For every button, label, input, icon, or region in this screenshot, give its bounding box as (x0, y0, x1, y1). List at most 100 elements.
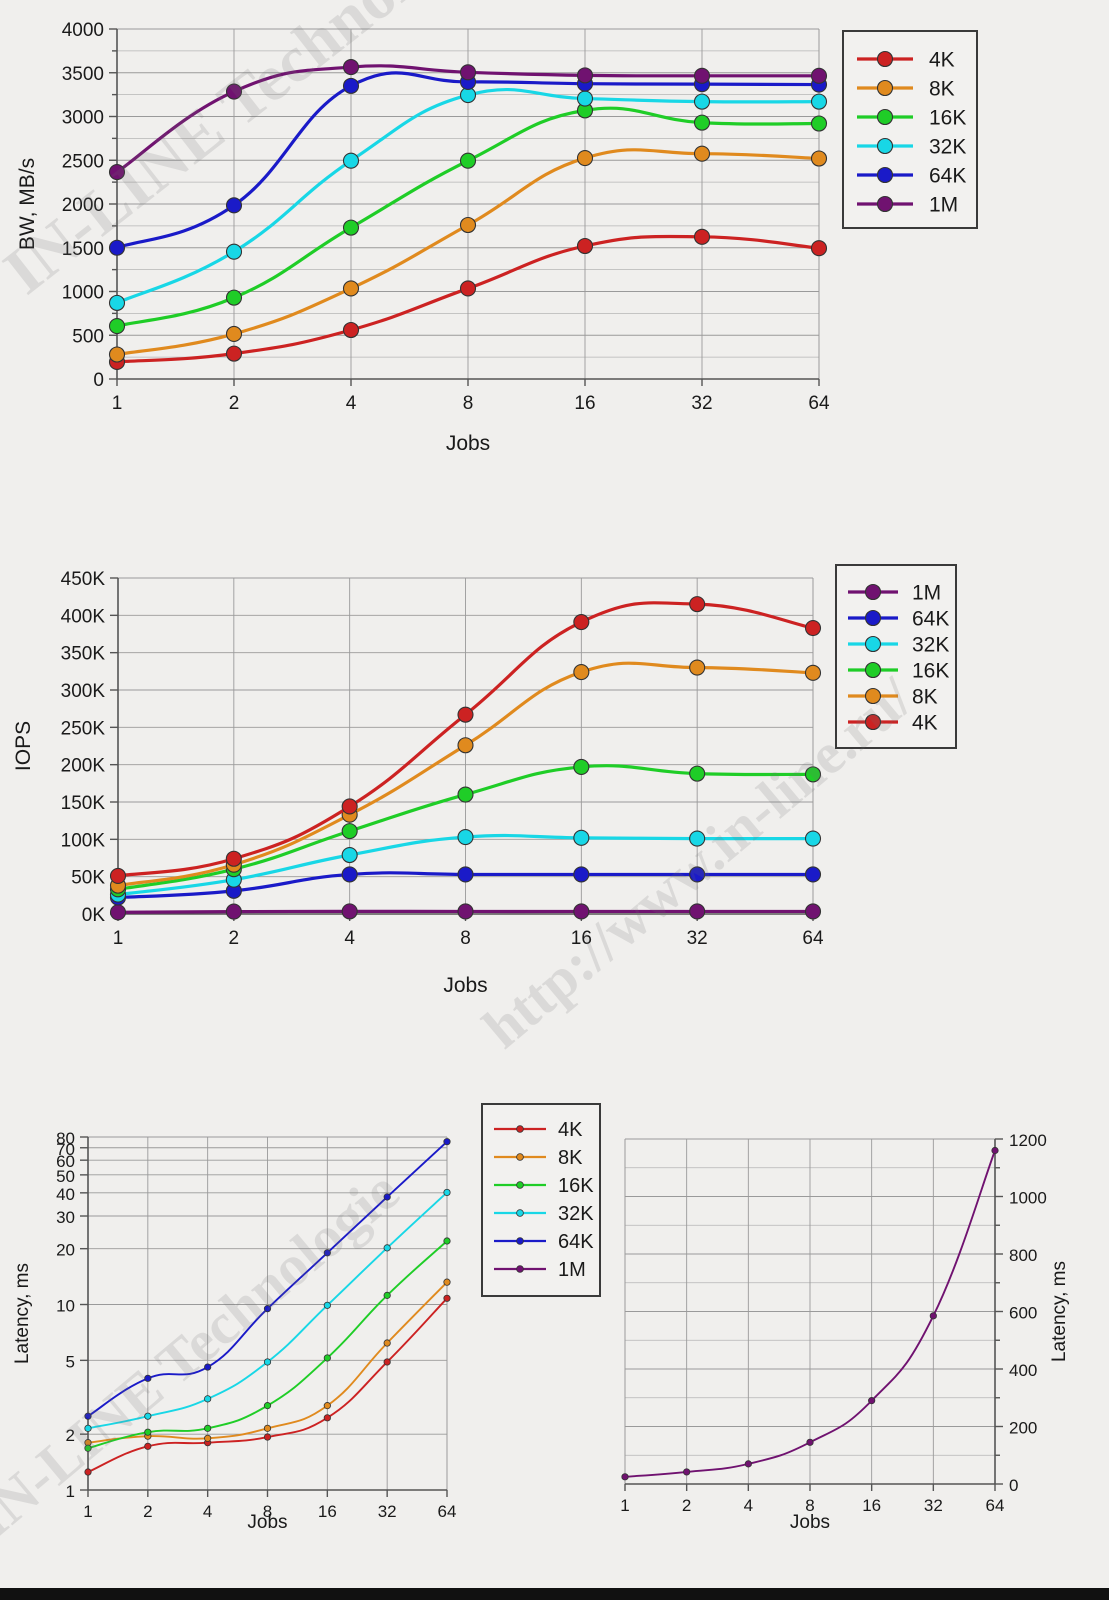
legend-item-1M[interactable]: 1M (857, 194, 958, 217)
legend-item-32K[interactable]: 32K (857, 136, 966, 159)
x-tick-label: 1 (112, 393, 123, 414)
data-point-32K (804, 830, 822, 847)
legend-item-32K[interactable]: 32K (494, 1203, 594, 1225)
legend-marker-64K (516, 1237, 524, 1245)
legend-marker-16K (516, 1181, 524, 1189)
legend-item-8K[interactable]: 8K (857, 78, 955, 101)
x-tick-label: 32 (691, 393, 712, 414)
series-32K (84, 1188, 451, 1432)
data-point-16K (383, 1291, 391, 1299)
legend-marker-4K (864, 713, 882, 731)
series-group (109, 596, 822, 921)
y-axis-title: Latency, ms (12, 1263, 33, 1364)
legend-item-64K[interactable]: 64K (494, 1231, 594, 1253)
legend-item-16K[interactable]: 16K (848, 660, 949, 683)
y-axis-title: Latency, ms (1049, 1261, 1070, 1362)
legend-label-64K: 64K (929, 165, 966, 188)
data-point-1M (457, 903, 474, 920)
series-64K (108, 71, 828, 256)
data-point-4K (225, 345, 243, 362)
data-point-16K (689, 765, 706, 782)
data-point-32K (573, 829, 590, 846)
y-tick-label: 60 (56, 1152, 75, 1171)
x-tick-label: 2 (229, 928, 240, 949)
y-tick-label: 200 (1009, 1419, 1037, 1438)
data-point-8K (810, 150, 828, 167)
data-point-16K (342, 219, 360, 236)
legend: 1M 64K 32K 16K 8K 4K (835, 564, 957, 749)
y-axis-title: IOPS (12, 721, 35, 771)
legend-item-4K[interactable]: 4K (848, 712, 938, 735)
x-tick-label: 64 (438, 1502, 457, 1521)
data-point-16K (225, 289, 243, 306)
x-tick-label: 8 (263, 1502, 272, 1521)
legend-item-4K[interactable]: 4K (857, 49, 955, 72)
latency-log-chart: 1 2 5 10 20 30 40 50 60 70 80 1 2 4 8 16 32 64 Jobs Latency… (0, 1080, 620, 1600)
data-point-32K (810, 93, 828, 110)
data-point-4K (341, 798, 358, 815)
data-point-16K (204, 1424, 212, 1432)
data-point-8K (576, 150, 594, 167)
legend-label-1M: 1M (929, 194, 958, 217)
data-point-16K (263, 1402, 272, 1410)
series-32K (108, 87, 828, 311)
y-tick-label: 30 (56, 1208, 75, 1227)
legend-item-64K[interactable]: 64K (857, 165, 966, 188)
data-point-4K (323, 1414, 331, 1422)
data-point-32K (108, 294, 126, 311)
data-point-1M (573, 903, 590, 920)
legend-item-64K[interactable]: 64K (848, 608, 949, 631)
series-8K (108, 145, 828, 363)
series-64K (109, 866, 822, 906)
legend-label-8K: 8K (912, 686, 938, 709)
data-point-4K (573, 614, 590, 631)
legend-item-8K[interactable]: 8K (494, 1147, 583, 1169)
data-point-4K (263, 1433, 272, 1441)
legend-label-8K: 8K (558, 1147, 583, 1169)
data-point-1M (108, 164, 126, 181)
legend-label-16K: 16K (912, 660, 949, 683)
data-point-32K (225, 243, 243, 260)
y-tick-label: 50K (71, 868, 105, 889)
bandwidth-chart: 0 500 1000 1500 2000 2500 3000 3500 4000 1 2 4 8 16 32… (0, 0, 1109, 470)
data-point-64K (383, 1193, 391, 1201)
legend-item-16K[interactable]: 16K (494, 1175, 594, 1197)
data-point-16K (810, 115, 828, 132)
legend-item-8K[interactable]: 8K (848, 686, 938, 709)
legend-label-16K: 16K (558, 1175, 594, 1197)
y-tick-label: 400 (1009, 1361, 1037, 1380)
data-point-64K (144, 1374, 152, 1382)
bottom-bar (0, 1588, 1109, 1600)
data-point-32K (576, 90, 594, 107)
data-point-64K (342, 77, 360, 94)
y-tick-label: 300K (61, 681, 106, 702)
x-axis-title: Jobs (247, 1512, 287, 1533)
data-point-32K (383, 1244, 391, 1252)
x-axis-ticks: 1 2 4 8 16 32 64 (83, 1490, 456, 1521)
y-tick-label: 2 (66, 1426, 75, 1445)
y-axis-ticks: 0 200 400 600 800 1000 1200 (995, 1131, 1047, 1495)
data-point-1M (806, 1438, 814, 1446)
data-point-64K (263, 1305, 272, 1313)
legend-item-16K[interactable]: 16K (857, 107, 966, 130)
data-point-64K (323, 1249, 331, 1257)
legend-marker-32K (516, 1209, 524, 1217)
legend-item-1M[interactable]: 1M (848, 582, 941, 605)
data-point-4K (84, 1468, 92, 1476)
legend-item-32K[interactable]: 32K (848, 634, 949, 657)
legend-item-1M[interactable]: 1M (494, 1259, 586, 1281)
data-point-8K (108, 346, 126, 363)
legend-label-4K: 4K (929, 49, 955, 72)
data-point-32K (689, 830, 706, 847)
data-point-1M (804, 903, 822, 920)
series-1M (108, 59, 828, 181)
y-tick-label: 50 (56, 1167, 75, 1186)
legend-item-4K[interactable]: 4K (494, 1119, 583, 1141)
legend-marker-8K (864, 687, 882, 705)
data-point-32K (457, 829, 474, 846)
series-group (84, 1138, 451, 1476)
data-point-8K (263, 1424, 272, 1432)
data-point-1M (225, 903, 242, 920)
y-tick-label: 10 (56, 1297, 75, 1316)
